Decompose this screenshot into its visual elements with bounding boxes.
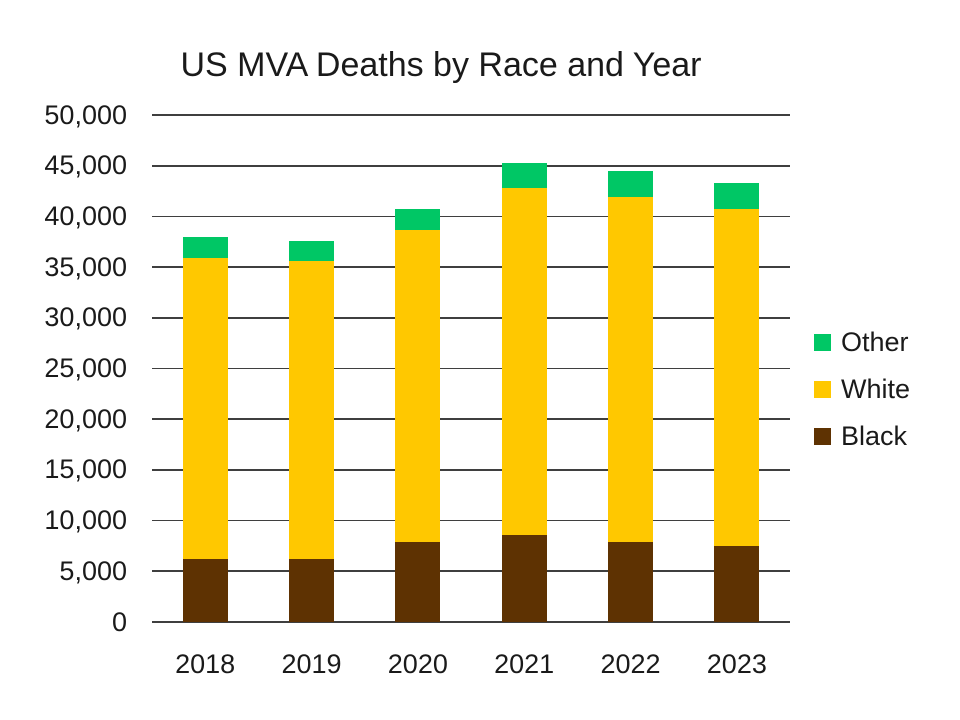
bar-segment-other-2022 — [608, 170, 653, 198]
gridline-5000 — [152, 570, 790, 573]
y-axis-tick-label: 0 — [111, 606, 127, 637]
bar-segment-white-2019 — [289, 261, 334, 560]
x-axis-tick-label: 2021 — [494, 649, 555, 679]
gridline-25000 — [152, 367, 790, 370]
y-axis-tick-label: 30,000 — [44, 302, 127, 333]
x-axis-tick-label: 2023 — [706, 649, 767, 679]
legend-label-black: Black — [841, 421, 908, 451]
legend-swatch-black — [814, 428, 831, 445]
bar-segment-other-2018 — [182, 236, 228, 258]
bar-segment-black-2023 — [714, 545, 760, 622]
gridline-35000 — [152, 266, 790, 268]
bar-segment-black-2019 — [289, 559, 334, 622]
bar-segment-black-2021 — [501, 534, 547, 622]
gridline-20000 — [152, 418, 790, 421]
bar-segment-other-2020 — [395, 209, 441, 230]
legend-item-black: Black — [814, 413, 910, 460]
gridline-10000 — [152, 519, 790, 522]
legend-item-white: White — [814, 366, 910, 413]
gridline-45000 — [152, 164, 790, 167]
gridline-30000 — [152, 316, 790, 319]
y-axis-tick-label: 15,000 — [44, 454, 127, 485]
bar-segment-white-2021 — [501, 188, 547, 535]
x-axis-tick-label: 2020 — [387, 649, 448, 679]
x-axis-tick-label: 2018 — [175, 649, 236, 679]
bar-segment-white-2020 — [395, 229, 441, 542]
x-axis-tick-label: 2019 — [281, 649, 342, 679]
bar-segment-black-2018 — [182, 559, 228, 622]
y-axis-tick-label: 10,000 — [44, 505, 127, 536]
legend-label-other: Other — [841, 327, 909, 357]
legend-swatch-other — [814, 334, 831, 351]
y-axis-tick-label: 40,000 — [44, 200, 127, 231]
gridline-40000 — [152, 215, 790, 218]
bar-segment-other-2019 — [289, 240, 334, 262]
legend-swatch-white — [814, 381, 831, 398]
y-axis-tick-label: 25,000 — [44, 353, 127, 383]
bar-segment-white-2023 — [714, 209, 760, 546]
bar-segment-black-2020 — [395, 541, 441, 622]
y-axis-tick-label: 45,000 — [44, 150, 127, 181]
y-axis-tick-label: 50,000 — [44, 99, 127, 130]
legend-label-white: White — [841, 374, 911, 404]
bar-segment-white-2022 — [608, 197, 653, 542]
y-axis-tick-label: 35,000 — [44, 251, 127, 282]
gridline-50000 — [152, 113, 790, 117]
x-axis-tick-label: 2022 — [600, 649, 661, 679]
bar-segment-other-2023 — [714, 182, 760, 210]
plot-area — [152, 113, 790, 624]
bar-segment-black-2022 — [608, 541, 653, 622]
bar-segment-other-2021 — [501, 162, 547, 189]
y-axis-tick-label: 20,000 — [44, 403, 127, 434]
legend: Other White Black — [814, 319, 910, 460]
chart-title: US MVA Deaths by Race and Year — [180, 46, 702, 84]
y-axis-tick-label: 5,000 — [59, 555, 127, 586]
gridline-0 — [152, 620, 790, 624]
gridline-15000 — [152, 469, 790, 471]
bar-segment-white-2018 — [182, 257, 228, 560]
legend-item-other: Other — [814, 319, 910, 366]
